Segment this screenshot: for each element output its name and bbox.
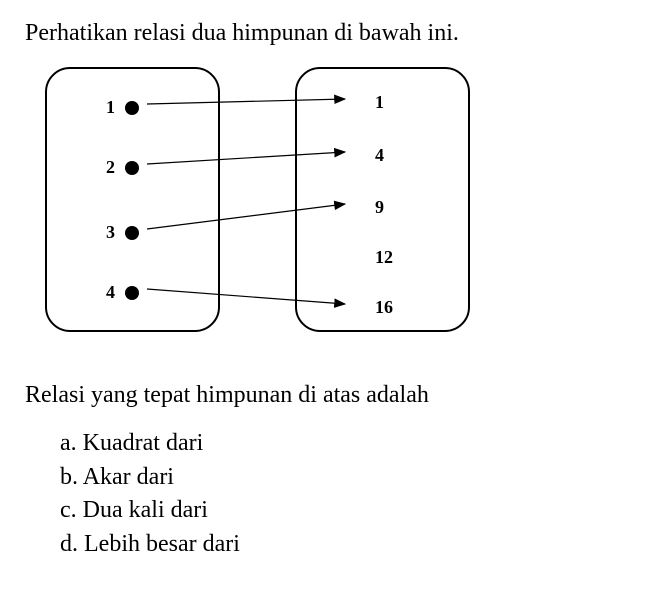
right-item: 1 (370, 92, 384, 113)
option-prefix: d. (60, 531, 84, 557)
left-item-label: 3 (90, 222, 115, 243)
option-prefix: a. (60, 430, 83, 456)
option-prefix: c. (60, 497, 83, 523)
dot-icon (125, 101, 139, 115)
right-item: 16 (370, 297, 393, 318)
right-item-label: 9 (375, 197, 384, 218)
option-text: Kuadrat dari (83, 430, 204, 456)
relation-diagram: 1234 1491216 (45, 67, 495, 357)
right-item-label: 4 (375, 145, 384, 166)
option-prefix: b. (60, 464, 83, 490)
left-item-label: 4 (90, 282, 115, 303)
relation-question: Relasi yang tepat himpunan di atas adala… (25, 382, 642, 409)
dot-icon (125, 286, 139, 300)
right-item: 12 (370, 247, 393, 268)
option-text: Dua kali dari (83, 497, 208, 523)
right-item-label: 1 (375, 92, 384, 113)
option-item: c. Dua kali dari (60, 494, 642, 528)
option-item: b. Akar dari (60, 461, 642, 495)
left-item: 2 (90, 157, 139, 178)
option-text: Akar dari (83, 464, 174, 490)
right-item-label: 12 (375, 247, 393, 268)
dot-icon (125, 161, 139, 175)
right-item: 4 (370, 145, 384, 166)
left-item: 4 (90, 282, 139, 303)
left-item-label: 1 (90, 97, 115, 118)
right-item-label: 16 (375, 297, 393, 318)
left-item: 3 (90, 222, 139, 243)
left-item: 1 (90, 97, 139, 118)
option-text: Lebih besar dari (84, 531, 240, 557)
left-item-label: 2 (90, 157, 115, 178)
option-item: d. Lebih besar dari (60, 528, 642, 562)
right-item: 9 (370, 197, 384, 218)
dot-icon (125, 226, 139, 240)
option-item: a. Kuadrat dari (60, 427, 642, 461)
question-text: Perhatikan relasi dua himpunan di bawah … (25, 20, 642, 47)
options-list: a. Kuadrat darib. Akar daric. Dua kali d… (60, 427, 642, 561)
